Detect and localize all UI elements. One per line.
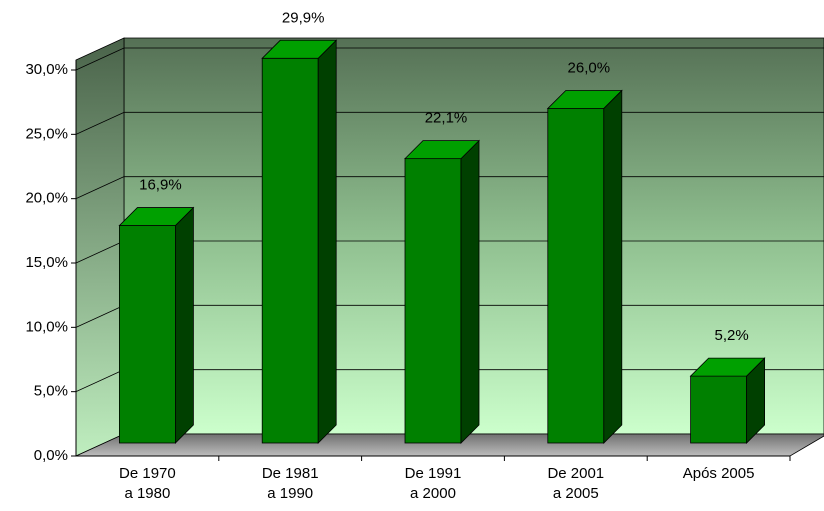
value-label: 5,2%: [714, 327, 748, 344]
bar-front: [119, 225, 176, 444]
bar: [546, 89, 623, 444]
grid-line: [75, 369, 125, 393]
bar-front: [690, 375, 747, 444]
bar-top: [689, 357, 766, 377]
bar-side: [317, 39, 337, 444]
x-tick-label: De 1981: [262, 465, 319, 482]
x-tick-label: De 1991: [405, 465, 462, 482]
bar-front: [547, 108, 605, 444]
value-label: 29,9%: [282, 9, 325, 26]
bar-side: [460, 139, 480, 444]
bar-side: [174, 206, 194, 444]
bar-top: [404, 140, 480, 160]
bar-front: [404, 158, 462, 444]
value-label: 26,0%: [568, 59, 611, 76]
bar: [118, 206, 195, 444]
x-tick-label: a 2000: [410, 485, 456, 502]
y-tick-label: 20,0%: [25, 190, 68, 207]
x-tick-label: Após 2005: [683, 465, 755, 482]
bar: [404, 139, 480, 444]
value-label: 22,1%: [425, 110, 468, 127]
y-tick-label: 15,0%: [25, 254, 68, 271]
y-tick-label: 5,0%: [34, 383, 68, 400]
x-tick-label: a 1980: [124, 485, 170, 502]
y-tick-label: 30,0%: [25, 61, 68, 78]
y-tick-label: 25,0%: [25, 125, 68, 142]
x-tick-label: De 2001: [547, 465, 604, 482]
grid-line: [75, 240, 125, 264]
bar: [689, 357, 766, 444]
bar-top: [118, 207, 195, 226]
bar-front: [261, 57, 319, 444]
x-tick-label: a 1990: [267, 485, 313, 502]
bar-side: [603, 89, 623, 444]
y-tick-label: 0,0%: [34, 447, 68, 464]
grid-line: [75, 176, 125, 200]
bar: [261, 39, 338, 444]
x-tick-label: De 1970: [119, 465, 176, 482]
grid-line: [75, 304, 125, 328]
grid-line: [75, 111, 125, 135]
value-label: 16,9%: [139, 177, 182, 194]
grid-line: [75, 47, 125, 71]
y-tick-label: 10,0%: [25, 318, 68, 335]
side-wall: [75, 37, 125, 457]
bar-top: [261, 39, 338, 59]
bar-top: [546, 90, 623, 109]
x-tick-label: a 2005: [553, 485, 599, 502]
